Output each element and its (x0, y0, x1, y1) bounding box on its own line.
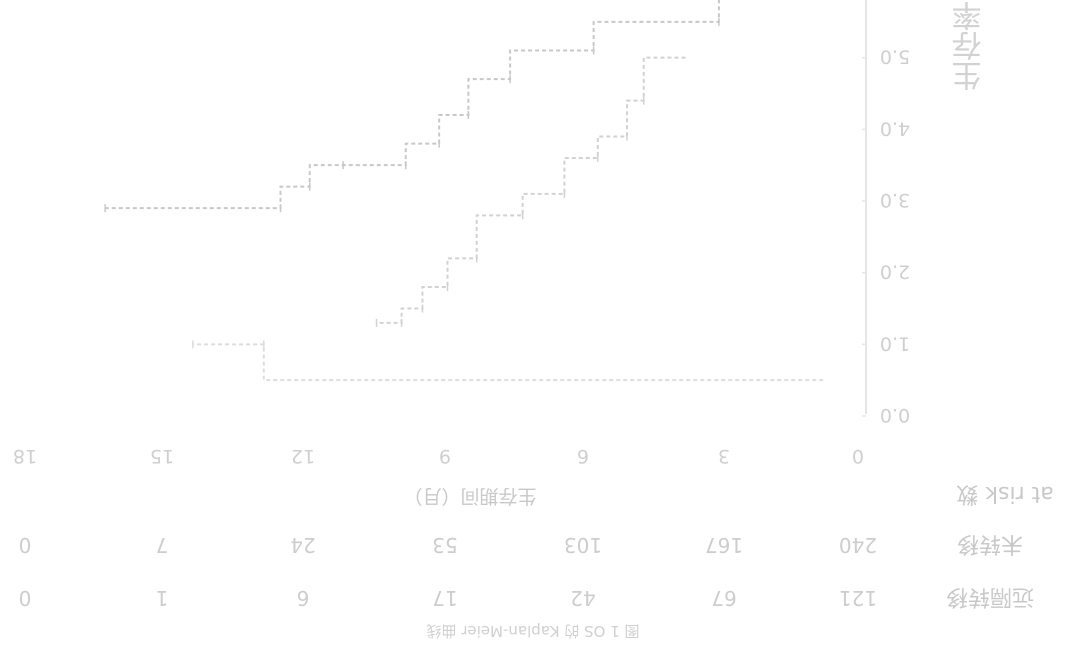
x-axis-title: 生存期间（月） (403, 485, 536, 507)
figure-caption: 图 1 OS 的 Kaplan-Meier 曲线 (426, 622, 639, 640)
x-tick-labels: 0 3 6 9 12 15 18 (13, 445, 864, 467)
risk-row-label: 远隔转移 (946, 584, 1034, 609)
risk-table: 未转移 240 167 103 53 24 7 0 远隔转移 121 67 42 17 6 1 0 (19, 531, 1034, 610)
risk-value: 103 (564, 533, 602, 557)
survival-curve-3 (192, 343, 824, 382)
risk-row-label: 未转移 (957, 531, 1023, 556)
x-tick-label: 18 (13, 445, 37, 467)
x-tick-label: 3 (718, 445, 730, 467)
risk-table-title: at risk 数 (956, 481, 1053, 506)
risk-value: 121 (839, 586, 877, 610)
y-tick-label: 1.0 (880, 332, 910, 354)
survival-curve-1 (105, 0, 720, 210)
risk-value: 42 (570, 586, 595, 610)
risk-value: 53 (432, 533, 457, 557)
survival-curves (104, 0, 824, 382)
x-tick-label: 6 (577, 445, 589, 467)
risk-value: 0 (19, 533, 32, 557)
x-tick-label: 0 (852, 445, 864, 467)
x-tick-label: 9 (439, 445, 451, 467)
y-tick-labels: 0.01.02.03.04.05.06.0 (862, 46, 910, 426)
survival-curve-2 (376, 56, 686, 324)
risk-value: 240 (839, 533, 877, 557)
x-tick-label: 12 (291, 445, 315, 467)
y-tick-label: 5.0 (880, 46, 910, 68)
risk-value: 17 (432, 586, 457, 610)
risk-value: 7 (156, 533, 169, 557)
x-tick-label: 15 (150, 445, 174, 467)
risk-value: 67 (711, 586, 736, 610)
risk-value: 6 (297, 586, 310, 610)
risk-value: 24 (290, 533, 315, 557)
risk-value: 0 (19, 586, 32, 610)
y-axis-title: 生存率 (952, 1, 988, 91)
y-tick-label: 2.0 (880, 261, 910, 283)
y-tick-label: 3.0 (880, 189, 910, 211)
y-tick-label: 0.0 (880, 404, 910, 426)
risk-value: 167 (705, 533, 743, 557)
y-tick-label: 4.0 (880, 117, 910, 139)
risk-value: 1 (156, 586, 169, 610)
